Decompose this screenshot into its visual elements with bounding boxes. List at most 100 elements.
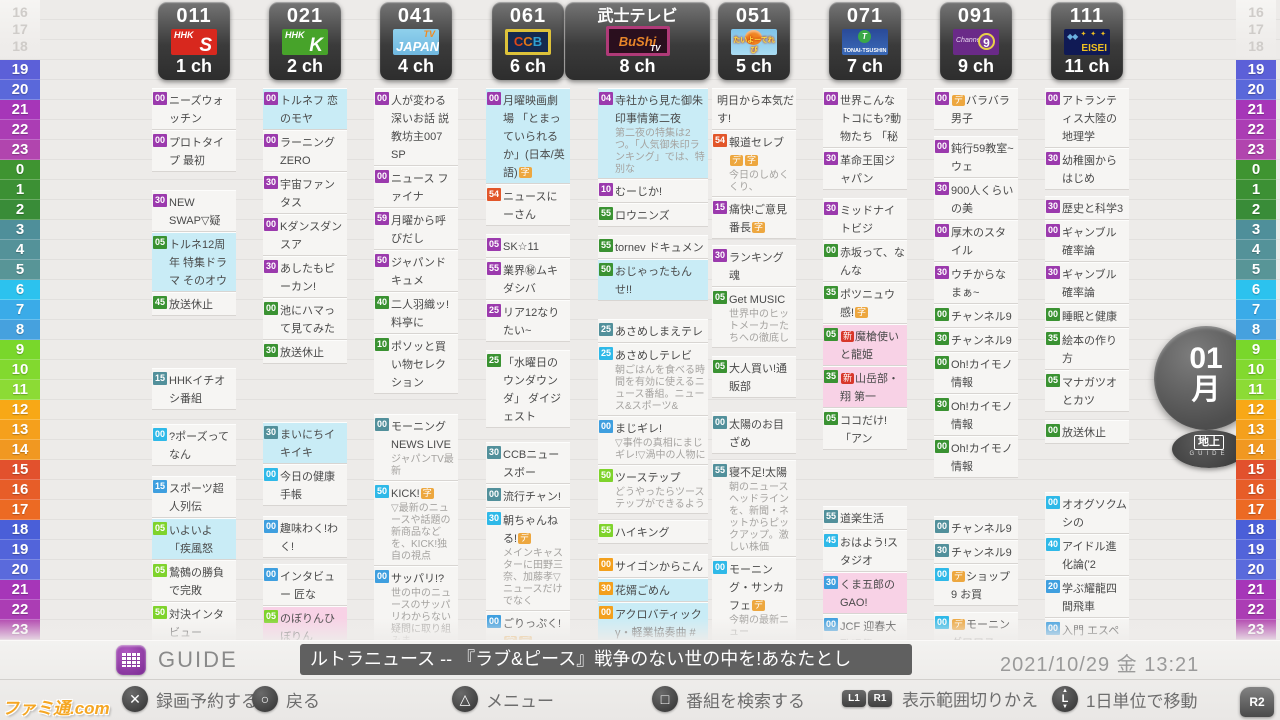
program-cell[interactable]: 05 大人買い!通販部 [712,356,796,398]
program-cell[interactable]: 05 新魔槍使いと龍姫 [823,324,907,366]
channel-header-7ch[interactable]: 071 T TONAI-TSUSHIN 7 ch [829,2,901,80]
program-cell[interactable]: 00 ?ポーズってなん [152,424,236,466]
program-cell[interactable]: 30 花婿ごめん [598,578,708,602]
program-cell[interactable]: 30 CCBニュースボー [486,442,570,484]
program-cell[interactable]: 30 革命王国ジャパン [823,148,907,190]
program-cell[interactable]: 30 900人くらいの美 [934,178,1018,220]
control-hint-circle[interactable]: ○ 戻る [252,686,320,712]
channel-header-5ch[interactable]: 051 たいよーてれび 5 ch [718,2,790,80]
program-cell[interactable]: 00 趣味わく!わく! [263,516,347,558]
channel-header-6ch[interactable]: 061 C C B 6 ch [492,2,564,80]
program-cell[interactable]: 00 世界こんなトコにも?動物たち 「秘 [823,88,907,148]
program-cell[interactable]: 00 チャンネル9 [934,304,1018,328]
program-cell[interactable]: 00 デショップ9 お買 [934,564,1018,606]
program-cell[interactable]: 10 むーじか! [598,179,708,203]
program-cell[interactable]: 30 ギャンブル確率論 [1045,262,1129,304]
program-cell[interactable]: 25 リア12なりたい~ [486,300,570,342]
channel-header-9ch[interactable]: 091 Channel 9 9 ch [940,2,1012,80]
program-cell[interactable]: 50 KICK! 字 ▽最新のニュースや話題の新商品などを、KICK!独自の視点 [374,481,458,566]
program-cell[interactable]: 35 新山岳部・翔 第一 [823,366,907,408]
program-cell[interactable]: 40 二人羽織ッ!料亭に [374,292,458,334]
program-cell[interactable]: 05 SK☆11 [486,234,570,258]
program-cell[interactable]: 05 Get MUSIC 世界中のヒットメーカーたちへの徹底し [712,287,796,348]
program-cell[interactable]: 25 あさめしまえテレ [598,319,708,343]
program-cell[interactable]: 05 トルネ12周年 特集ドラマ そのオウ [152,232,236,292]
program-cell[interactable]: 30 朝ちゃんねる! デメインキャスターに田野三奈、加藤孝▽ニュースだけでなく [486,508,570,611]
program-cell[interactable]: 00 ニーズウォッチン [152,88,236,130]
program-cell[interactable]: 55 業界㊙ムキダシバ [486,258,570,300]
program-cell[interactable]: 59 月曜から呼びだし [374,208,458,250]
program-cell[interactable]: 55 ハイキング [598,520,708,544]
channel-header-4ch[interactable]: 041 TV JAPAN 4 ch [380,2,452,80]
program-cell[interactable]: 05 いよいよ「疾風怒 [152,518,236,560]
program-cell[interactable]: 00 月曜映画劇場 「とまっていられるか」(日本/英語) 字 [486,88,570,184]
program-cell[interactable]: 45 放送休止 [152,292,236,316]
program-cell[interactable]: 45 おはよう!スタジオ [823,530,907,572]
program-cell[interactable]: 54 報道セレブデ字今日のしめくくり、 [712,130,796,197]
r2-shoulder-tab[interactable]: R2 [1240,687,1274,717]
program-cell[interactable]: 00 チャンネル9 [934,516,1018,540]
control-hint-cross[interactable]: ✕ 録画予約する [122,686,258,712]
program-cell[interactable]: 50 ジャパンドキュメ [374,250,458,292]
program-cell[interactable]: 00 人が変わる深いお話 説教坊主007 SP [374,88,458,166]
control-hint-l1r1[interactable]: L1 R1 表示範囲切りかえ [842,686,1038,711]
control-hint-stick[interactable]: ▲ L ▼ 1日単位で移動 [1052,686,1197,712]
program-cell[interactable]: 30 放送休止 [263,340,347,364]
terrestrial-guide-badge[interactable]: 地上 GUIDE [1172,430,1246,468]
program-cell[interactable]: 30 ミッドナイトビジ [823,198,907,240]
program-cell[interactable]: 20 学ぶ耀龍四間飛車 [1045,576,1129,618]
program-cell[interactable]: 35 ポツニュウ感! 字 [823,282,907,324]
program-cell[interactable]: 50 おじゃったもんせ!! [598,259,708,301]
channel-header-8ch[interactable]: 武士テレビ BuShi TV 8 ch [565,2,710,80]
program-cell[interactable]: 00 鈍行59教室~ウェ [934,136,1018,178]
program-cell[interactable]: 30 幼稚園からはじめ [1045,148,1129,190]
program-cell[interactable]: 35 絵本の作り方 [1045,328,1129,370]
program-cell[interactable]: 00 ラーニングZERO [263,130,347,172]
program-cell[interactable]: 00 太陽のお目ざめ [712,412,796,454]
program-cell[interactable]: 15 痛快!ご意見番長字 [712,197,796,239]
program-cell[interactable]: 00 インタビュー 匠な [263,564,347,606]
program-cell[interactable]: 明日から本気だす! [712,88,796,130]
program-cell[interactable]: 40 アイドル進化論('2 [1045,534,1129,576]
program-cell[interactable]: 55 道楽生活 [823,506,907,530]
program-cell[interactable]: 00 デバラバラ男子 [934,88,1018,130]
program-cell[interactable]: 00 ニュース ファイナ [374,166,458,208]
program-cell[interactable]: 05 マナガツオとカツ [1045,370,1129,412]
program-cell[interactable]: 00 池にハマって見てみた [263,298,347,340]
program-cell[interactable]: 00 トルネフ 恋のモヤ [263,88,347,130]
program-cell[interactable]: 04 寺社から見た御朱印事情第二夜 第二夜の特集は2つ。「人気御朱印ランキング」では… [598,88,708,179]
program-cell[interactable]: 10 ポソッと買い物セレクション [374,334,458,394]
program-cell[interactable]: 50 ツーステップ どうやったらツーステップができるよう [598,465,708,514]
program-cell[interactable]: 30 チャンネル9 [934,540,1018,564]
program-cell[interactable]: 25 「水曜日のウンダウンダ」 ダイジェスト [486,350,570,428]
channel-header-2ch[interactable]: 021 HHK K 2 ch [269,2,341,80]
program-cell[interactable]: 30 まいにちイキイキ [263,422,347,464]
program-cell[interactable]: 30 歴史と科学3 [1045,196,1129,220]
program-cell[interactable]: 00 モーニングNEWS LIVE ジャパンTV最新 [374,414,458,481]
program-cell[interactable]: 00 まじギレ! ▽事件の真相にまじギレ!▽渦中の人物に [598,416,708,465]
program-cell[interactable]: 00 赤坂って、なんな [823,240,907,282]
program-cell[interactable]: 30 NEW SWAP▽疑 [152,190,236,232]
program-cell[interactable]: 00 サイゴンからこん [598,554,708,578]
program-cell[interactable]: 00 睡眠と健康 [1045,304,1129,328]
program-cell[interactable]: 00 厚木のスタイル [934,220,1018,262]
program-cell[interactable]: 55 寝不足!太陽 朝のニュースヘッドラインを、新聞・ネットからピックアップ。激しい… [712,460,796,557]
program-cell[interactable]: 00 ギャンブル確率論 [1045,220,1129,262]
program-cell[interactable]: 54 ニュースにーさん [486,184,570,226]
program-cell[interactable]: 15 スポーツ超人列伝 [152,476,236,518]
channel-header-11ch[interactable]: 111 ✦ ✦ ✦ ◆◆ EISEI 11 ch [1051,2,1123,80]
program-cell[interactable]: 00 Kダンスダンスア [263,214,347,256]
program-cell[interactable]: 30 宇宙ファンタス [263,172,347,214]
program-cell[interactable]: 00 プロトタイプ 最初 [152,130,236,172]
program-cell[interactable]: 30 ウチからなまぁ~ [934,262,1018,304]
program-cell[interactable]: 55 ロウニンズ [598,203,708,227]
program-cell[interactable]: 00 今日の健康手帳 [263,464,347,506]
program-cell[interactable]: 30 チャンネル9 [934,328,1018,352]
program-cell[interactable]: 15 HHKイチオシ番組 [152,368,236,410]
control-hint-triangle[interactable]: △ メニュー [452,686,554,712]
program-cell[interactable]: 30 くま五郎のGAO! [823,572,907,614]
program-cell[interactable]: 05 鷙鵺の勝負で完敗 [152,560,236,602]
